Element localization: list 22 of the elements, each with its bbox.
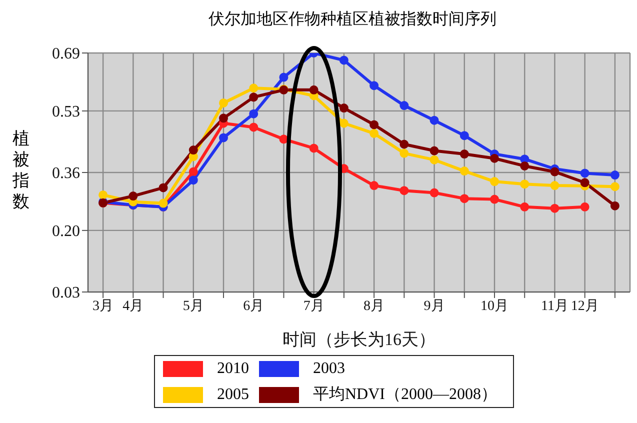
- x-axis-title: 时间（步长为16天）: [282, 330, 436, 349]
- legend-label: 2010: [217, 360, 249, 378]
- x-tick-label: 3月: [92, 298, 114, 314]
- y-tick-label: 0.53: [52, 104, 80, 121]
- x-tick-label: 4月: [122, 298, 144, 314]
- legend-label: 2005: [217, 386, 249, 404]
- y-tick-label: 0.03: [52, 284, 80, 302]
- chart-title: 伏尔加地区作物种植区植被指数时间序列: [208, 10, 498, 30]
- x-tick-label: 12月: [570, 298, 599, 314]
- x-tick-label: 8月: [364, 298, 385, 314]
- y-axis-title: 植被指数: [12, 128, 30, 212]
- y-tick-label: 0.69: [52, 46, 80, 63]
- x-tick-label: 11月: [540, 298, 568, 314]
- x-tick-label: 7月: [303, 298, 324, 314]
- x-tick-label: 5月: [182, 298, 204, 314]
- x-tick-label: 9月: [424, 298, 445, 314]
- legend-label: 平均NDVI（2000—2008）: [313, 385, 497, 405]
- legend-label: 2003: [313, 360, 345, 378]
- x-tick-label: 6月: [243, 298, 264, 314]
- y-tick-label: 0.20: [52, 223, 80, 240]
- x-tick-label: 10月: [480, 298, 508, 314]
- y-tick-label: 0.36: [52, 165, 80, 182]
